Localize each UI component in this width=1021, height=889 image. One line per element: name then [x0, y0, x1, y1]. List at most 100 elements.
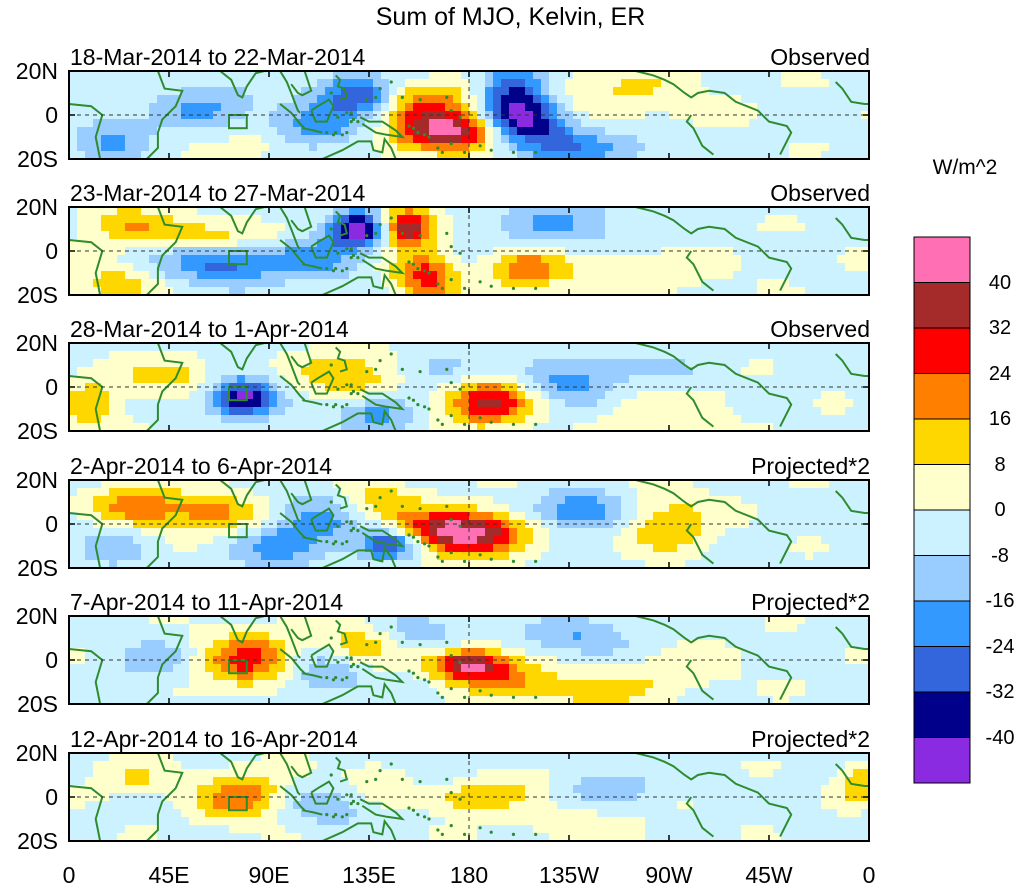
anomaly-cell: [469, 127, 478, 136]
anomaly-cell: [229, 95, 238, 104]
anomaly-cell: [717, 351, 726, 360]
anomaly-cell: [741, 143, 750, 152]
anomaly-cell: [709, 103, 718, 112]
anomaly-cell: [421, 544, 430, 553]
anomaly-cell: [117, 279, 126, 288]
anomaly-cell: [389, 480, 398, 489]
anomaly-cell: [141, 488, 150, 497]
anomaly-cell: [125, 632, 134, 641]
anomaly-cell: [741, 520, 750, 529]
anomaly-cell: [365, 95, 374, 104]
anomaly-cell: [661, 359, 670, 368]
anomaly-cell: [309, 632, 318, 641]
anomaly-cell: [757, 207, 766, 216]
anomaly-cell: [557, 496, 566, 505]
anomaly-cell: [557, 79, 566, 88]
anomaly-cell: [685, 351, 694, 360]
anomaly-cell: [253, 367, 262, 376]
anomaly-cell: [237, 616, 246, 625]
anomaly-cell: [613, 375, 622, 384]
island: [411, 398, 416, 402]
anomaly-cell: [837, 536, 846, 545]
anomaly-cell: [733, 544, 742, 553]
anomaly-cell: [813, 223, 822, 232]
anomaly-cell: [445, 151, 454, 160]
anomaly-cell: [421, 488, 430, 497]
anomaly-cell: [69, 287, 78, 296]
anomaly-cell: [397, 375, 406, 384]
anomaly-cell: [149, 231, 158, 240]
anomaly-cell: [741, 71, 750, 80]
anomaly-cell: [349, 151, 358, 160]
anomaly-cell: [669, 263, 678, 272]
anomaly-cell: [261, 367, 270, 376]
anomaly-cell: [453, 616, 462, 625]
anomaly-cell: [725, 616, 734, 625]
anomaly-cell: [405, 488, 414, 497]
island: [427, 407, 431, 411]
anomaly-cell: [85, 223, 94, 232]
anomaly-cell: [221, 231, 230, 240]
anomaly-cell: [277, 87, 286, 96]
anomaly-cell: [701, 528, 710, 537]
anomaly-cell: [773, 496, 782, 505]
anomaly-cell: [453, 119, 462, 128]
anomaly-cell: [685, 79, 694, 88]
anomaly-cell: [197, 287, 206, 296]
anomaly-cell: [325, 343, 334, 352]
anomaly-cell: [541, 496, 550, 505]
coastline: [279, 70, 301, 114]
anomaly-cell: [669, 231, 678, 240]
anomaly-cell: [333, 287, 342, 296]
anomaly-cell: [229, 87, 238, 96]
anomaly-cell: [85, 415, 94, 424]
anomaly-cell: [357, 95, 366, 104]
anomaly-cell: [229, 359, 238, 368]
anomaly-cell: [749, 480, 758, 489]
anomaly-cell: [725, 407, 734, 416]
anomaly-cell: [773, 343, 782, 352]
anomaly-cell: [621, 496, 630, 505]
anomaly-cell: [77, 127, 86, 136]
anomaly-cell: [429, 367, 438, 376]
anomaly-cell: [853, 95, 862, 104]
anomaly-cell: [717, 343, 726, 352]
anomaly-cell: [197, 504, 206, 513]
anomaly-cell: [845, 103, 854, 112]
anomaly-cell: [181, 263, 190, 272]
anomaly-cell: [261, 151, 270, 160]
anomaly-cell: [237, 375, 246, 384]
anomaly-cell: [213, 504, 222, 513]
anomaly-cell: [837, 223, 846, 232]
anomaly-cell: [325, 103, 334, 112]
anomaly-cell: [165, 367, 174, 376]
anomaly-cell: [533, 560, 542, 569]
anomaly-cell: [749, 119, 758, 128]
anomaly-cell: [645, 351, 654, 360]
anomaly-cell: [589, 488, 598, 497]
anomaly-cell: [829, 544, 838, 553]
anomaly-cell: [509, 247, 518, 256]
anomaly-cell: [805, 536, 814, 545]
anomaly-field: [69, 616, 870, 705]
anomaly-cell: [149, 71, 158, 80]
anomaly-cell: [685, 375, 694, 384]
anomaly-cell: [485, 87, 494, 96]
anomaly-cell: [421, 223, 430, 232]
anomaly-cell: [797, 151, 806, 160]
anomaly-cell: [733, 143, 742, 152]
anomaly-cell: [453, 143, 462, 152]
anomaly-cell: [693, 215, 702, 224]
anomaly-cell: [189, 383, 198, 392]
anomaly-cell: [797, 87, 806, 96]
anomaly-cell: [661, 415, 670, 424]
anomaly-cell: [709, 111, 718, 120]
anomaly-cell: [597, 351, 606, 360]
anomaly-cell: [565, 95, 574, 104]
anomaly-cell: [437, 536, 446, 545]
anomaly-cell: [141, 496, 150, 505]
anomaly-cell: [213, 512, 222, 521]
anomaly-cell: [645, 520, 654, 529]
anomaly-cell: [317, 480, 326, 489]
anomaly-cell: [845, 127, 854, 136]
